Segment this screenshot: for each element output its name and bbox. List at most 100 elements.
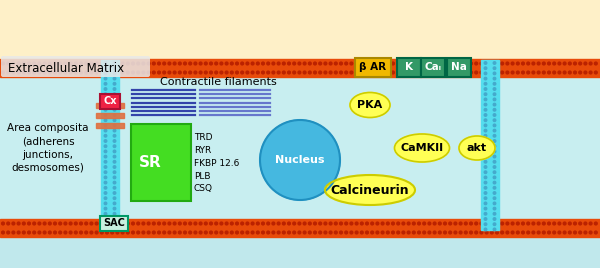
Text: Na: Na: [451, 62, 467, 73]
Circle shape: [574, 62, 577, 65]
Circle shape: [480, 71, 483, 74]
Circle shape: [506, 62, 509, 65]
Circle shape: [574, 71, 577, 74]
Circle shape: [158, 62, 160, 65]
Circle shape: [64, 71, 67, 74]
Circle shape: [100, 231, 103, 234]
Circle shape: [340, 222, 343, 225]
Circle shape: [407, 71, 410, 74]
Circle shape: [104, 62, 107, 64]
Circle shape: [340, 71, 343, 74]
Circle shape: [131, 71, 134, 74]
Circle shape: [267, 231, 269, 234]
Circle shape: [158, 231, 160, 234]
Circle shape: [49, 71, 51, 74]
Circle shape: [113, 129, 116, 132]
Circle shape: [537, 62, 540, 65]
Circle shape: [104, 114, 107, 116]
Circle shape: [490, 222, 493, 225]
Circle shape: [579, 222, 581, 225]
Circle shape: [392, 62, 394, 65]
Circle shape: [493, 124, 496, 127]
Circle shape: [104, 67, 107, 69]
Circle shape: [521, 71, 524, 74]
Circle shape: [90, 222, 93, 225]
Circle shape: [521, 222, 524, 225]
Text: Area composita
(adherens
junctions,
desmosomes): Area composita (adherens junctions, desm…: [7, 123, 89, 173]
Circle shape: [152, 222, 155, 225]
Circle shape: [402, 71, 405, 74]
Circle shape: [537, 71, 540, 74]
Circle shape: [475, 71, 478, 74]
Circle shape: [371, 231, 374, 234]
Circle shape: [345, 222, 347, 225]
Circle shape: [74, 222, 77, 225]
Circle shape: [563, 231, 566, 234]
Circle shape: [184, 231, 187, 234]
Circle shape: [17, 231, 20, 234]
Circle shape: [104, 202, 107, 205]
Circle shape: [106, 231, 109, 234]
Circle shape: [59, 62, 62, 65]
Circle shape: [493, 192, 496, 194]
Circle shape: [104, 223, 107, 225]
Circle shape: [484, 150, 487, 153]
Circle shape: [464, 71, 467, 74]
Circle shape: [113, 181, 116, 184]
Circle shape: [113, 119, 116, 121]
Circle shape: [80, 222, 82, 225]
Circle shape: [392, 222, 394, 225]
Circle shape: [104, 187, 107, 189]
Circle shape: [493, 129, 496, 132]
Circle shape: [33, 62, 35, 65]
Circle shape: [113, 103, 116, 106]
Circle shape: [553, 62, 556, 65]
Circle shape: [104, 98, 107, 101]
Circle shape: [113, 166, 116, 168]
Circle shape: [272, 222, 275, 225]
Circle shape: [589, 231, 592, 234]
Circle shape: [205, 71, 207, 74]
Circle shape: [371, 71, 374, 74]
Circle shape: [2, 222, 4, 225]
Circle shape: [589, 62, 592, 65]
Text: akt: akt: [467, 143, 487, 153]
Circle shape: [493, 67, 496, 69]
Circle shape: [104, 155, 107, 158]
Circle shape: [113, 135, 116, 137]
Circle shape: [537, 231, 540, 234]
Circle shape: [402, 222, 405, 225]
Circle shape: [2, 231, 4, 234]
Circle shape: [484, 202, 487, 205]
Circle shape: [205, 231, 207, 234]
Circle shape: [475, 62, 478, 65]
Circle shape: [340, 231, 343, 234]
Circle shape: [220, 62, 223, 65]
Ellipse shape: [350, 92, 390, 117]
Circle shape: [12, 62, 15, 65]
Circle shape: [17, 62, 20, 65]
Circle shape: [189, 231, 191, 234]
Text: Cx: Cx: [103, 96, 117, 106]
Circle shape: [256, 222, 259, 225]
Circle shape: [548, 222, 550, 225]
Circle shape: [493, 145, 496, 147]
Circle shape: [493, 77, 496, 80]
Circle shape: [163, 62, 166, 65]
Circle shape: [147, 62, 150, 65]
Circle shape: [85, 62, 88, 65]
Circle shape: [272, 231, 275, 234]
Circle shape: [38, 71, 41, 74]
Circle shape: [241, 222, 244, 225]
Circle shape: [548, 62, 550, 65]
Circle shape: [464, 222, 467, 225]
Circle shape: [298, 231, 301, 234]
Circle shape: [104, 213, 107, 215]
Circle shape: [100, 71, 103, 74]
Circle shape: [7, 231, 10, 234]
Circle shape: [558, 222, 561, 225]
Circle shape: [464, 231, 467, 234]
Circle shape: [7, 71, 10, 74]
Circle shape: [340, 62, 343, 65]
Circle shape: [104, 109, 107, 111]
